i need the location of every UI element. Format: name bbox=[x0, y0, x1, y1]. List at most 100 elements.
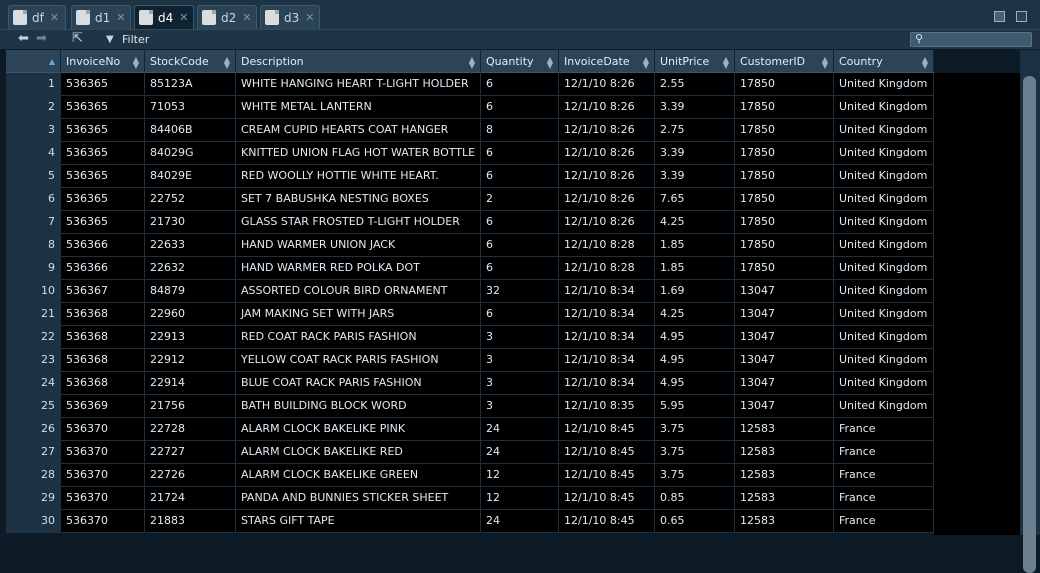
table-row[interactable]: 2 536365 71053 WHITE METAL LANTERN 6 12/1/10 … bbox=[6, 96, 934, 119]
cell-customerid: 12583 bbox=[735, 487, 834, 510]
sort-icon: ▲ ▼ bbox=[722, 55, 729, 70]
row-number: 8 bbox=[6, 234, 61, 257]
column-header-label: StockCode bbox=[150, 55, 209, 68]
table-row[interactable]: 9 536366 22632 HAND WARMER RED POLKA DOT 6 12… bbox=[6, 257, 934, 280]
table-row[interactable]: 23 536368 22912 YELLOW COAT RACK PARIS FASH… bbox=[6, 349, 934, 372]
scrollbar-thumb[interactable] bbox=[1023, 76, 1036, 573]
cell-invoicedate: 12/1/10 8:34 bbox=[559, 372, 655, 395]
table-row[interactable]: 21 536368 22960 JAM MAKING SET WITH JARS 6 12… bbox=[6, 303, 934, 326]
cell-description: ALARM CLOCK BAKELIKE GREEN bbox=[236, 464, 481, 487]
table-row[interactable]: 8 536366 22633 HAND WARMER UNION JACK 6 12/1/… bbox=[6, 234, 934, 257]
cell-quantity: 32 bbox=[481, 280, 559, 303]
back-arrow-icon[interactable]: ⬅ bbox=[18, 31, 29, 46]
table-row[interactable]: 1 536365 85123A WHITE HANGING HEART T-LIGHT… bbox=[6, 73, 934, 96]
tab-d2[interactable]: d2 ✕ bbox=[197, 5, 257, 29]
filter-button[interactable]: Filter bbox=[122, 33, 150, 46]
search-input[interactable]: ⚲ bbox=[910, 32, 1032, 47]
row-number: 3 bbox=[6, 119, 61, 142]
cell-stockcode: 85123A bbox=[145, 73, 236, 96]
cell-invoicedate: 12/1/10 8:26 bbox=[559, 188, 655, 211]
column-header-invoiceno[interactable]: InvoiceNo ▲ ▼ bbox=[61, 50, 145, 73]
table-row[interactable]: 30 536370 21883 STARS GIFT TAPE 24 12/1/10 8:… bbox=[6, 510, 934, 533]
column-header-unitprice[interactable]: UnitPrice ▲ ▼ bbox=[655, 50, 735, 73]
cell-unitprice: 1.85 bbox=[655, 234, 735, 257]
cell-unitprice: 3.39 bbox=[655, 142, 735, 165]
maximize-button[interactable] bbox=[1016, 11, 1027, 22]
cell-stockcode: 22914 bbox=[145, 372, 236, 395]
cell-customerid: 12583 bbox=[735, 418, 834, 441]
cell-invoiceno: 536365 bbox=[61, 119, 145, 142]
cell-description: JAM MAKING SET WITH JARS bbox=[236, 303, 481, 326]
tab-d3[interactable]: d3 ✕ bbox=[260, 5, 320, 29]
cell-description: ALARM CLOCK BAKELIKE PINK bbox=[236, 418, 481, 441]
vertical-scrollbar[interactable] bbox=[1020, 50, 1040, 573]
row-number-header[interactable]: ▲ bbox=[6, 50, 61, 73]
column-header-label: Country bbox=[839, 55, 883, 68]
cell-country: France bbox=[834, 441, 934, 464]
tab-df[interactable]: df ✕ bbox=[8, 5, 66, 29]
cell-invoicedate: 12/1/10 8:26 bbox=[559, 119, 655, 142]
cell-customerid: 13047 bbox=[735, 349, 834, 372]
table-row[interactable]: 27 536370 22727 ALARM CLOCK BAKELIKE RED 24 1… bbox=[6, 441, 934, 464]
close-icon[interactable]: ✕ bbox=[305, 11, 315, 24]
document-icon bbox=[139, 10, 153, 25]
cell-invoiceno: 536368 bbox=[61, 349, 145, 372]
forward-arrow-icon[interactable]: ➡ bbox=[36, 31, 47, 46]
column-header-description[interactable]: Description ▲ ▼ bbox=[236, 50, 481, 73]
cell-quantity: 6 bbox=[481, 96, 559, 119]
sort-icon: ▲ ▼ bbox=[223, 55, 230, 70]
filter-icon[interactable]: ▼ bbox=[106, 34, 114, 45]
minimize-button[interactable] bbox=[994, 11, 1005, 22]
cell-customerid: 17850 bbox=[735, 96, 834, 119]
column-header-customerid[interactable]: CustomerID ▲ ▼ bbox=[735, 50, 834, 73]
table-row[interactable]: 22 536368 22913 RED COAT RACK PARIS FASHION… bbox=[6, 326, 934, 349]
close-icon[interactable]: ✕ bbox=[242, 11, 252, 24]
column-header-invoicedate[interactable]: InvoiceDate ▲ ▼ bbox=[559, 50, 655, 73]
table-row[interactable]: 6 536365 22752 SET 7 BABUSHKA NESTING BOXES… bbox=[6, 188, 934, 211]
tab-d1[interactable]: d1 ✕ bbox=[71, 5, 131, 29]
table-row[interactable]: 26 536370 22728 ALARM CLOCK BAKELIKE PINK 24… bbox=[6, 418, 934, 441]
show-in-new-window-icon[interactable]: ⇱ bbox=[72, 31, 83, 46]
cell-country: France bbox=[834, 487, 934, 510]
close-icon[interactable]: ✕ bbox=[49, 11, 60, 24]
table-row[interactable]: 3 536365 84406B CREAM CUPID HEARTS COAT HAN… bbox=[6, 119, 934, 142]
column-header-stockcode[interactable]: StockCode ▲ ▼ bbox=[145, 50, 236, 73]
cell-unitprice: 5.95 bbox=[655, 395, 735, 418]
row-number: 7 bbox=[6, 211, 61, 234]
sort-icon: ▲ ▼ bbox=[821, 55, 828, 70]
cell-country: United Kingdom bbox=[834, 349, 934, 372]
cell-unitprice: 7.65 bbox=[655, 188, 735, 211]
column-header-country[interactable]: Country ▲ ▼ bbox=[834, 50, 934, 73]
document-icon bbox=[202, 10, 216, 25]
cell-unitprice: 0.65 bbox=[655, 510, 735, 533]
tab-d4[interactable]: d4 ✕ bbox=[134, 5, 194, 29]
cell-invoiceno: 536370 bbox=[61, 510, 145, 533]
cell-description: RED WOOLLY HOTTIE WHITE HEART. bbox=[236, 165, 481, 188]
table-row[interactable]: 28 536370 22726 ALARM CLOCK BAKELIKE GREEN 1… bbox=[6, 464, 934, 487]
cell-quantity: 6 bbox=[481, 234, 559, 257]
cell-unitprice: 3.75 bbox=[655, 418, 735, 441]
table-row[interactable]: 25 536369 21756 BATH BUILDING BLOCK WORD 3 12… bbox=[6, 395, 934, 418]
table-row[interactable]: 4 536365 84029G KNITTED UNION FLAG HOT WATE… bbox=[6, 142, 934, 165]
cell-invoiceno: 536366 bbox=[61, 234, 145, 257]
tab-label: d2 bbox=[221, 10, 237, 25]
close-icon[interactable]: ✕ bbox=[116, 11, 126, 24]
table-row[interactable]: 29 536370 21724 PANDA AND BUNNIES STICKER S… bbox=[6, 487, 934, 510]
cell-country: France bbox=[834, 510, 934, 533]
table-row[interactable]: 5 536365 84029E RED WOOLLY HOTTIE WHITE HEA… bbox=[6, 165, 934, 188]
table-row[interactable]: 24 536368 22914 BLUE COAT RACK PARIS FASHIO… bbox=[6, 372, 934, 395]
row-number: 2 bbox=[6, 96, 61, 119]
cell-stockcode: 84879 bbox=[145, 280, 236, 303]
cell-quantity: 3 bbox=[481, 349, 559, 372]
cell-unitprice: 2.75 bbox=[655, 119, 735, 142]
cell-stockcode: 22633 bbox=[145, 234, 236, 257]
cell-quantity: 6 bbox=[481, 165, 559, 188]
cell-country: United Kingdom bbox=[834, 73, 934, 96]
sort-icon: ▲ ▼ bbox=[468, 55, 475, 70]
table-row[interactable]: 10 536367 84879 ASSORTED COLOUR BIRD ORNAME… bbox=[6, 280, 934, 303]
table-row[interactable]: 7 536365 21730 GLASS STAR FROSTED T-LIGHT H… bbox=[6, 211, 934, 234]
cell-invoiceno: 536370 bbox=[61, 441, 145, 464]
column-header-label: CustomerID bbox=[740, 55, 806, 68]
close-icon[interactable]: ✕ bbox=[179, 11, 189, 24]
column-header-quantity[interactable]: Quantity ▲ ▼ bbox=[481, 50, 559, 73]
